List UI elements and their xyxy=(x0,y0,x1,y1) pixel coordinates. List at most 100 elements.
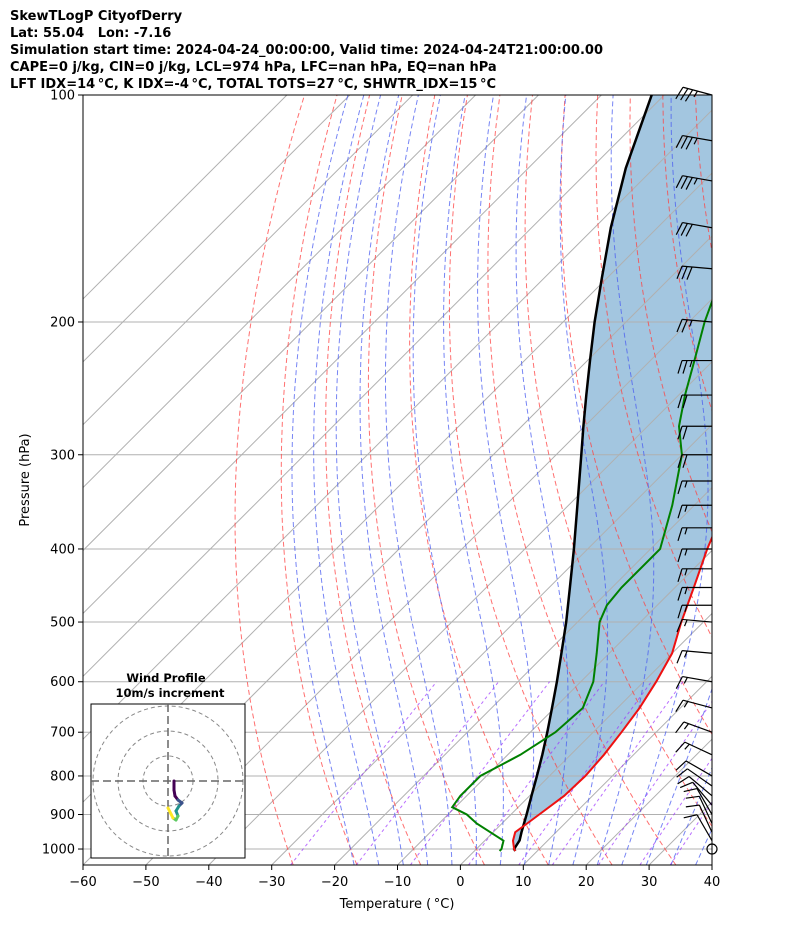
chart-header: SkewTLogP CityofDerry Lat: 55.04 Lon: -7… xyxy=(10,8,603,93)
x-tick-label: −30 xyxy=(258,875,285,890)
parcel-line xyxy=(512,95,653,852)
inset-title: Wind Profile xyxy=(126,671,206,685)
barb-half-flag xyxy=(693,178,698,185)
barb-half-flag xyxy=(683,677,688,684)
barb-staff xyxy=(682,675,713,683)
barb-flag xyxy=(683,787,698,793)
dry-adiabat xyxy=(409,95,549,865)
dry-adiabat xyxy=(280,95,358,865)
isotherm xyxy=(83,95,476,489)
barb-flag xyxy=(677,360,683,374)
mixing-ratio-line xyxy=(355,681,499,865)
barb-half-flag xyxy=(683,619,688,627)
moist-adiabat xyxy=(335,95,404,865)
x-tick-label: −40 xyxy=(195,875,222,890)
y-tick-label: 900 xyxy=(50,808,75,823)
barb-flag xyxy=(685,795,700,799)
barb-half-flag xyxy=(684,605,688,612)
x-tick-label: 20 xyxy=(578,875,595,890)
barb-flag xyxy=(685,137,693,150)
moist-adiabat xyxy=(385,95,453,865)
dewpoint-line xyxy=(450,298,712,852)
barb-flag xyxy=(680,136,688,149)
x-axis-label: Temperature ( °C) xyxy=(339,897,455,912)
dry-adiabat xyxy=(662,95,712,413)
barb-flag xyxy=(676,650,683,664)
barb-flag xyxy=(679,781,693,789)
chart-title: SkewTLogP CityofDerry xyxy=(10,9,183,24)
dry-adiabat xyxy=(487,95,677,865)
barb-flag xyxy=(675,699,684,713)
index-line: LFT IDX=14 °C, K IDX=-4 °C, TOTAL TOTS=2… xyxy=(10,77,497,92)
barb-half-flag xyxy=(684,587,688,595)
cin-area xyxy=(513,95,712,851)
barb-staff xyxy=(698,804,713,833)
isotherm xyxy=(83,95,602,615)
barb-flag xyxy=(685,804,700,808)
barb-flag xyxy=(680,88,689,101)
moist-adiabat xyxy=(412,95,477,865)
barb-flag xyxy=(677,426,683,440)
dry-adiabat xyxy=(595,95,712,639)
barb-flag xyxy=(676,619,683,633)
barb-flag xyxy=(677,548,683,563)
moist-adiabat xyxy=(291,95,355,865)
hodograph-segment xyxy=(166,806,173,816)
barb-half-flag xyxy=(684,505,688,512)
barb-staff xyxy=(692,781,713,806)
y-tick-label: 700 xyxy=(50,726,75,741)
isotherm xyxy=(83,95,351,363)
isotherm xyxy=(522,675,712,865)
x-tick-label: −50 xyxy=(132,875,159,890)
isotherm xyxy=(83,95,414,426)
barb-flag xyxy=(686,266,693,280)
isotherm xyxy=(775,95,794,865)
x-tick-label: 10 xyxy=(515,875,532,890)
x-tick-label: −10 xyxy=(384,875,411,890)
mixing-ratio-line xyxy=(290,681,437,865)
isotherm xyxy=(334,486,712,865)
barb-flag xyxy=(685,224,693,237)
mixing-ratio-line xyxy=(597,700,712,865)
y-tick-label: 400 xyxy=(50,542,75,557)
y-tick-label: 600 xyxy=(50,675,75,690)
isotherm xyxy=(145,298,712,865)
barb-flag xyxy=(682,360,688,374)
dry-adiabat xyxy=(728,95,794,865)
mixing-ratio-line xyxy=(669,800,712,865)
barb-half-flag xyxy=(689,360,693,368)
dry-adiabat xyxy=(448,95,613,865)
mixing-ratio-line xyxy=(551,681,684,865)
mixing-ratio-line xyxy=(468,681,605,865)
dry-adiabat xyxy=(234,95,305,865)
moist-adiabat xyxy=(720,95,794,865)
dry-adiabats xyxy=(234,95,794,865)
y-tick-label: 200 xyxy=(50,315,75,330)
barb-staff xyxy=(685,760,713,777)
inset-subtitle: 10m/s increment xyxy=(116,686,225,700)
barb-flag xyxy=(685,177,693,190)
barb-half-flag xyxy=(693,137,698,145)
barb-half-flag xyxy=(683,650,688,658)
barb-staff xyxy=(696,814,713,842)
wind-barbs xyxy=(675,86,718,855)
isotherm xyxy=(83,109,712,740)
barb-flag xyxy=(675,721,685,734)
isotherm xyxy=(83,95,665,678)
barb-flag xyxy=(676,319,683,333)
barb-flag xyxy=(682,394,688,409)
moist-adiabat xyxy=(645,687,712,865)
dry-adiabat xyxy=(761,95,794,865)
dry-adiabat xyxy=(325,95,422,865)
barb-flag xyxy=(675,86,684,100)
moist-adiabat xyxy=(621,95,709,865)
x-tick-label: 30 xyxy=(641,875,658,890)
barb-half-flag xyxy=(693,90,699,98)
isotherm xyxy=(208,361,712,865)
barb-staff xyxy=(688,776,713,797)
moist-adiabat xyxy=(313,95,380,865)
dry-adiabat xyxy=(367,95,485,865)
barb-half-flag xyxy=(684,568,688,576)
barb-half-flag xyxy=(683,723,689,730)
